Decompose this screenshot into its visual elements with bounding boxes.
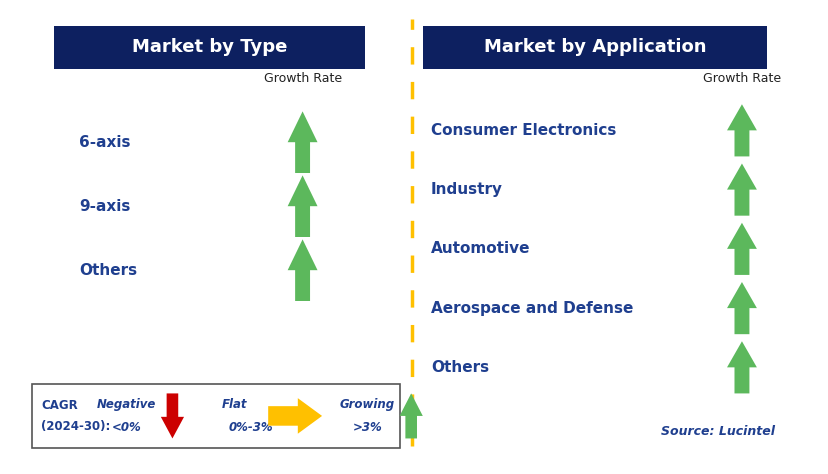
Text: Negative: Negative — [97, 398, 156, 411]
Text: >3%: >3% — [352, 421, 382, 434]
Text: Growth Rate: Growth Rate — [263, 72, 341, 85]
Text: CAGR: CAGR — [41, 399, 78, 412]
Text: Automotive: Automotive — [431, 241, 530, 256]
Polygon shape — [161, 393, 184, 438]
Text: Source: Lucintel: Source: Lucintel — [660, 425, 774, 438]
Text: Flat: Flat — [222, 398, 247, 411]
Text: 6-axis: 6-axis — [79, 135, 130, 150]
Polygon shape — [287, 175, 317, 237]
Text: (2024-30):: (2024-30): — [41, 420, 111, 433]
Polygon shape — [726, 282, 756, 334]
Polygon shape — [726, 104, 756, 156]
Text: Industry: Industry — [431, 182, 503, 197]
Text: 9-axis: 9-axis — [79, 199, 130, 214]
Text: Others: Others — [431, 360, 489, 375]
Polygon shape — [287, 239, 317, 301]
Text: Growing: Growing — [339, 398, 394, 411]
Polygon shape — [287, 111, 317, 173]
Text: 0%-3%: 0%-3% — [229, 421, 273, 434]
Text: Aerospace and Defense: Aerospace and Defense — [431, 301, 633, 316]
Bar — [422, 26, 766, 69]
Bar — [31, 384, 400, 448]
Text: Market by Type: Market by Type — [132, 38, 286, 56]
Polygon shape — [726, 164, 756, 216]
Text: Consumer Electronics: Consumer Electronics — [431, 123, 616, 138]
Text: Market by Application: Market by Application — [483, 38, 705, 56]
Polygon shape — [268, 398, 322, 434]
Polygon shape — [726, 223, 756, 275]
Polygon shape — [726, 341, 756, 393]
Text: <0%: <0% — [112, 421, 142, 434]
Bar — [54, 26, 364, 69]
Text: Growth Rate: Growth Rate — [702, 72, 780, 85]
Polygon shape — [399, 393, 422, 438]
Text: Others: Others — [79, 263, 137, 278]
